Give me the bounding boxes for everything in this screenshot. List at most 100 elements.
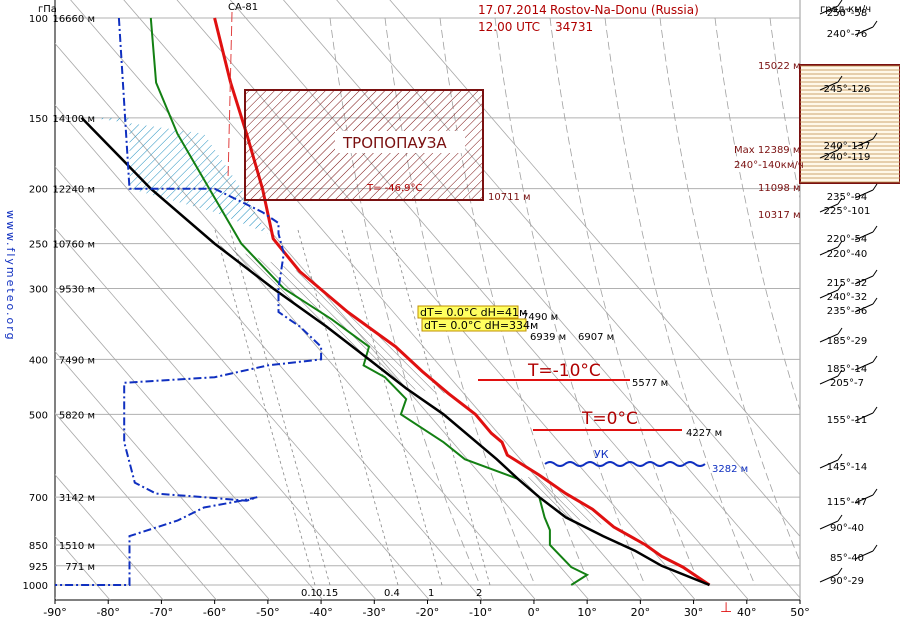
wind-label: 240°-119: [824, 152, 871, 163]
isotherm-line: [55, 289, 324, 600]
cloud-layer-area: [92, 117, 268, 234]
height-tick-label: 3142 м: [59, 493, 95, 504]
adiabat-line: [659, 17, 800, 563]
wind-barb: [854, 26, 874, 36]
pressure-tick-label: 100: [29, 14, 48, 25]
isotherm-line: [55, 227, 377, 600]
wind-barb: [854, 550, 874, 560]
wind-label: 250°-58: [827, 8, 867, 19]
wind-barb-flag: [872, 544, 878, 552]
wind-label: 245°-126: [824, 84, 871, 95]
jet-box-hatch: [800, 65, 900, 183]
wind-barb-flag: [837, 143, 843, 151]
wind-barb-flag: [872, 269, 878, 277]
pressure-tick-label: 150: [29, 114, 48, 125]
height-tick-label: 12240 м: [52, 185, 95, 196]
dt-box-1-height: 7490 м: [522, 312, 558, 323]
isotherm-line: [0, 0, 4, 600]
mixing-ratio-label: 0.4: [384, 588, 400, 599]
header-station: Rostov-Na-Donu (Russia): [550, 3, 699, 17]
wind-label: 85°-40: [830, 553, 864, 564]
uk-wave: [544, 461, 706, 467]
height-tick-label: 7490 м: [59, 355, 95, 366]
tropopause-label: ТРОПОПАУЗА: [342, 134, 447, 152]
x-tick-label: -20°: [416, 606, 439, 619]
minus10-label: T=-10°C: [527, 361, 601, 381]
adiabat-line: [604, 17, 756, 586]
wind-barb-flag: [837, 453, 843, 461]
wind-barb-flag: [837, 567, 843, 575]
adiabat-line: [714, 17, 800, 412]
mixing-ratio-label: 1: [428, 588, 434, 599]
x-tick-label: -30°: [363, 606, 386, 619]
wind-label: 240°-137: [824, 141, 871, 152]
x-tick-label: 40°: [737, 606, 757, 619]
wind-barb-flag: [872, 488, 878, 496]
wind-barb: [854, 412, 874, 422]
mixing-ratio-line: [389, 229, 491, 586]
wind-barb-flag: [837, 240, 843, 248]
wind-label: 185°-29: [827, 336, 867, 347]
x-tick-label: -50°: [256, 606, 279, 619]
wind-barb-flag: [837, 197, 843, 205]
height-tick-label: 16660 м: [52, 14, 95, 25]
pressure-tick-label: 1000: [23, 581, 48, 592]
uk-height: 3282 м: [712, 464, 748, 475]
adiabat-line: [769, 17, 800, 201]
wind-barb: [819, 246, 839, 256]
mixing-ratio-line: [341, 229, 443, 586]
adiabat-line: [494, 17, 646, 586]
watermark: www.flymeteo.org: [4, 210, 17, 342]
wind-barb-flag: [837, 369, 843, 377]
mixing-ratio-label: 0.15: [316, 588, 338, 599]
x-tick-label: -80°: [96, 606, 119, 619]
pressure-tick-label: 850: [29, 541, 48, 552]
dewpoint-line: [149, 17, 590, 586]
mixing-ratio-label: 2: [476, 588, 482, 599]
surface-marker: ⊥: [720, 600, 732, 616]
height-tick-label: 1510 м: [59, 541, 95, 552]
mixing-ratio-line: [214, 229, 316, 586]
x-tick-label: -90°: [43, 606, 66, 619]
pressure-tick-label: 300: [29, 285, 48, 296]
mixing-ratio-line: [229, 229, 331, 586]
minus10-height: 5577 м: [632, 378, 668, 389]
parcel-line: [80, 116, 710, 587]
wind-barb-flag: [837, 327, 843, 335]
height-tick-label: 9530 м: [59, 285, 95, 296]
wind-barb-flag: [837, 283, 843, 291]
wind-barb: [819, 520, 839, 530]
wind-barb: [819, 375, 839, 385]
x-tick-label: -10°: [469, 606, 492, 619]
wind-barb: [854, 231, 874, 241]
wind-label: 220°-54: [827, 234, 867, 245]
jet-extra-height: 10317 м: [758, 210, 801, 221]
wind-barb: [819, 333, 839, 343]
header-station-id: 34731: [555, 20, 593, 34]
pressure-tick-label: 700: [29, 493, 48, 504]
wind-barb: [854, 494, 874, 504]
dt-box-1: [417, 305, 519, 319]
dt-box-2-height-a: 6939 м: [530, 332, 566, 343]
wind-barb: [819, 289, 839, 299]
wind-barb: [854, 275, 874, 285]
wind-label: 235°-36: [827, 306, 867, 317]
inversion-area: [517, 475, 614, 527]
x-tick-label: 10°: [577, 606, 597, 619]
height-tick-label: 771 м: [65, 562, 95, 573]
wind-barb-flag: [837, 0, 843, 7]
isotherm-line: [55, 474, 164, 600]
tropopause-label-bg: [335, 131, 465, 153]
x-tick-label: 0°: [528, 606, 541, 619]
mixing-ratio-label: 0.1: [301, 588, 317, 599]
wind-barb: [819, 149, 839, 159]
header-date: 17.07.2014: [478, 3, 547, 17]
wind-barb-flag: [872, 406, 878, 414]
wind-label: 240°-76: [827, 29, 867, 40]
wind-barb: [854, 189, 874, 199]
wind-label: 215°-32: [827, 278, 867, 289]
tropopause-temp: T= -46.9°C: [366, 183, 423, 194]
wind-label: 205°-7: [830, 378, 864, 389]
